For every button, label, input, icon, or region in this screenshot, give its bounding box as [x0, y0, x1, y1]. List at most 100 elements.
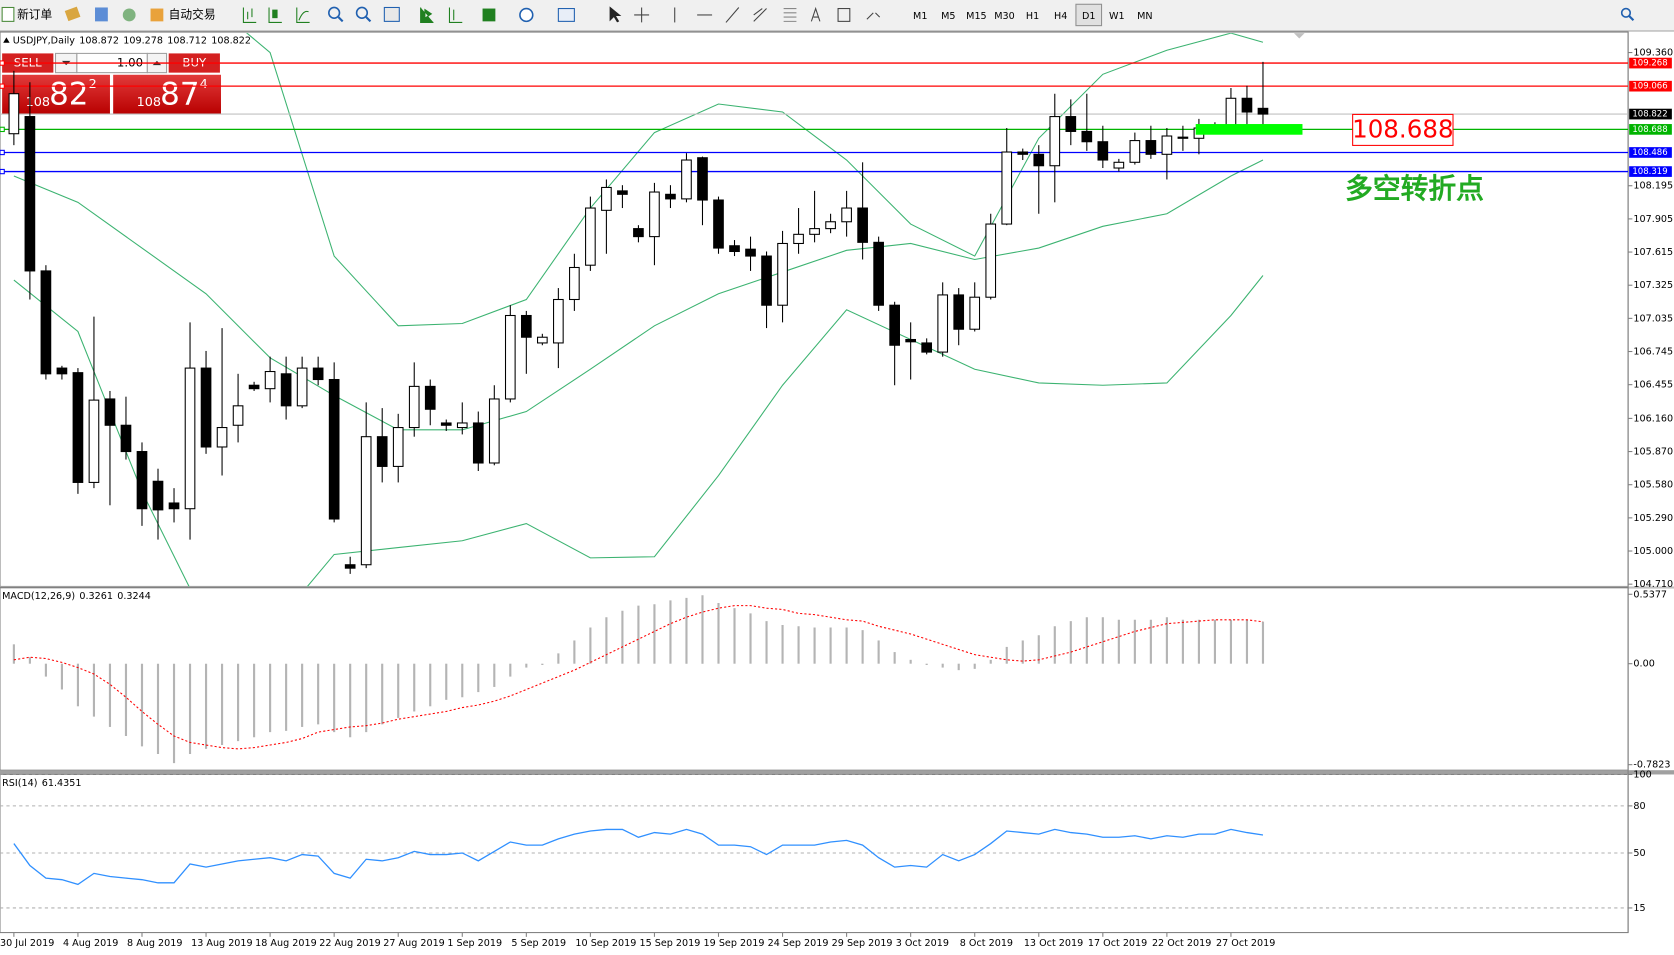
icon [337, 16, 344, 23]
candle-body [88, 399, 100, 483]
candle-body [681, 159, 692, 200]
candle-body [697, 157, 708, 201]
rsi-value: 61.4351 [42, 778, 82, 789]
timeframe-button[interactable]: M30 [994, 11, 1015, 22]
candle-body [280, 373, 292, 407]
line-handle [0, 126, 5, 133]
candle-body [408, 385, 420, 429]
candle-body [136, 451, 148, 510]
candle-body [1257, 107, 1269, 115]
level-box [1352, 113, 1454, 146]
indicator-name: MACD(12,26,9) [2, 591, 75, 602]
candle-body [184, 367, 196, 510]
timeframe-active [1075, 3, 1103, 27]
y-tick-label: 109.360 [1633, 48, 1673, 59]
candle-body [72, 372, 84, 483]
x-tick-label: 30 Jul 2019 [0, 938, 54, 949]
price-main: 82 [49, 77, 88, 113]
x-tick-label: 22 Oct 2019 [1152, 938, 1211, 949]
price-box [2, 74, 110, 115]
price-tag [1629, 166, 1672, 177]
timeframe-button[interactable]: W1 [1109, 11, 1125, 22]
candle-body [1065, 116, 1077, 132]
candle-body [569, 266, 580, 301]
x-tick-label: 3 Oct 2019 [896, 938, 949, 949]
timeframe-button[interactable]: M1 [913, 11, 927, 22]
icon [242, 7, 257, 23]
candle-body [537, 336, 548, 344]
x-tick-label: 24 Sep 2019 [768, 938, 829, 949]
auto-trading-button[interactable]: 自动交易 [169, 7, 216, 21]
x-tick-label: 13 Aug 2019 [191, 938, 253, 949]
shift-marker [1293, 33, 1305, 39]
candle-body [985, 223, 997, 298]
x-tick-label: 27 Aug 2019 [383, 938, 445, 949]
timeframe-button[interactable]: M5 [941, 11, 955, 22]
price-tag [1629, 108, 1672, 120]
price-tag-label: 108.319 [1632, 167, 1667, 177]
candle-body [1129, 140, 1141, 163]
icon [383, 6, 400, 22]
price-tag [1629, 57, 1672, 69]
timeframe-label: M30 [994, 11, 1015, 22]
y-tick-label: 106.160 [1633, 413, 1673, 424]
price-big: 108 [26, 95, 50, 110]
search-icon[interactable] [1620, 7, 1632, 18]
sell-price[interactable]: 108 82 2 [2, 74, 110, 115]
timeframe-label: D1 [1082, 11, 1096, 22]
candle-body [1049, 116, 1061, 167]
icon [365, 16, 372, 23]
timeframe-button[interactable]: MN [1137, 11, 1152, 22]
candle-body [376, 436, 388, 467]
icon [557, 8, 575, 22]
icon [328, 6, 341, 19]
icon [482, 8, 496, 22]
candle-body [520, 314, 532, 338]
candle-body [809, 228, 820, 235]
icon [268, 7, 282, 23]
icon [753, 8, 767, 22]
x-tick-label: 8 Oct 2019 [960, 938, 1013, 949]
candle-body [472, 422, 484, 464]
close-value: 108.822 [211, 36, 251, 47]
icon [296, 7, 310, 23]
symbol: USDJPY,Daily [13, 36, 75, 47]
candle-body [504, 314, 516, 400]
candle-body [857, 207, 868, 243]
candle-body [1001, 151, 1013, 225]
timeframe-label: M1 [913, 11, 927, 22]
candle-body [1145, 140, 1157, 155]
candle-body [456, 422, 468, 429]
timeframe-button[interactable]: M15 [966, 11, 987, 22]
candle-body [553, 298, 564, 344]
high-value: 109.278 [123, 36, 163, 47]
candle-body [1033, 153, 1045, 167]
line-handle [0, 149, 5, 156]
candle-body [1161, 135, 1173, 155]
candle-body [216, 427, 228, 448]
buy-price[interactable]: 108 87 4 [113, 74, 221, 115]
candle-body [617, 190, 628, 195]
price-tag-label: 109.066 [1632, 82, 1667, 92]
x-tick-label: 15 Sep 2019 [639, 938, 700, 949]
candle-body [104, 398, 116, 426]
candle-body [8, 93, 20, 135]
timeframe-button[interactable]: H1 [1026, 11, 1039, 22]
price-tag [1629, 124, 1672, 135]
y-tick-label: 105.870 [1633, 447, 1673, 458]
new-order-button[interactable]: 新订单 [1, 6, 53, 22]
timeframe-button[interactable]: D1 [1075, 3, 1103, 27]
price-box [113, 74, 221, 115]
candle-body [1097, 141, 1109, 161]
candle-body [424, 385, 436, 410]
x-tick-label: 17 Oct 2019 [1088, 938, 1147, 949]
icon [122, 8, 136, 22]
candle-body [969, 296, 981, 330]
candle-body [264, 370, 276, 390]
timeframe-label: M15 [966, 11, 987, 22]
candle-body [344, 564, 356, 569]
candle-body [793, 233, 804, 245]
timeframe-button[interactable]: H4 [1054, 11, 1067, 22]
icon [64, 6, 81, 22]
